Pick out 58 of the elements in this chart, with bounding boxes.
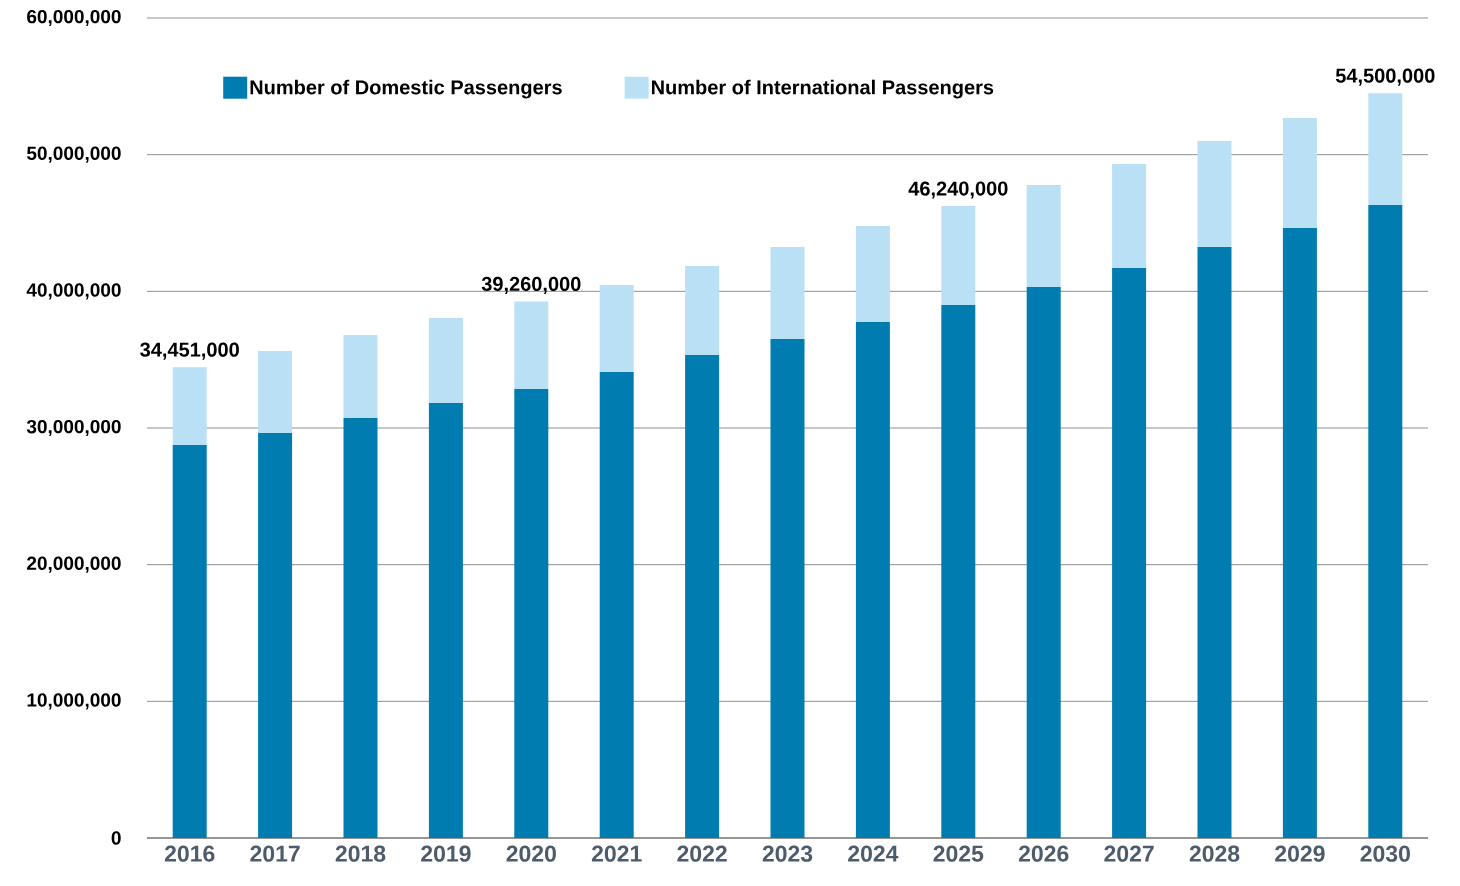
bar	[428, 402, 463, 838]
y-tick-label: 0	[111, 831, 121, 845]
bar	[343, 418, 378, 838]
bar	[685, 266, 720, 356]
x-tick-label: 2017	[250, 845, 300, 862]
bar	[941, 305, 976, 838]
bar	[1026, 185, 1061, 287]
bar	[770, 339, 805, 838]
legend-label: Number of International Passengers	[651, 79, 994, 99]
x-tick-label: 2016	[164, 845, 215, 862]
x-tick-label: 2022	[677, 845, 727, 862]
bar	[855, 321, 890, 838]
bar	[428, 317, 463, 403]
bar	[1368, 204, 1403, 838]
bar	[172, 367, 207, 445]
x-tick-label: 2018	[335, 845, 386, 862]
bar	[941, 206, 976, 305]
bar	[770, 247, 805, 340]
bar	[343, 335, 378, 419]
y-tick-label: 40,000,000	[26, 283, 121, 300]
x-tick-label: 2026	[1018, 845, 1069, 862]
bar	[258, 351, 293, 434]
bar	[514, 389, 549, 838]
x-tick-label: 2023	[762, 845, 813, 862]
legend-label: Number of Domestic Passengers	[250, 79, 562, 99]
x-tick-label: 2021	[591, 845, 642, 862]
y-tick-label: 30,000,000	[26, 419, 121, 437]
x-tick-label: 2024	[848, 845, 899, 862]
x-tick-label: 2028	[1189, 845, 1240, 862]
total-label: 46,240,000	[908, 181, 1008, 199]
total-label: 54,500,000	[1335, 68, 1435, 86]
x-tick-label: 2029	[1275, 845, 1325, 862]
bar	[258, 433, 293, 838]
x-tick-label: 2025	[933, 845, 984, 862]
bar	[1282, 228, 1317, 838]
bar	[1112, 163, 1147, 268]
bar	[855, 226, 890, 322]
x-tick-label: 2019	[421, 845, 471, 862]
y-tick-label: 20,000,000	[27, 556, 121, 573]
bar	[1026, 286, 1061, 838]
bar	[1368, 93, 1403, 205]
bar	[1197, 247, 1232, 838]
bar	[1112, 267, 1147, 838]
x-tick-label: 2027	[1104, 845, 1154, 862]
y-tick-label: 60,000,000	[27, 9, 121, 27]
total-label: 39,260,000	[481, 276, 581, 294]
y-tick-label: 10,000,000	[27, 693, 121, 710]
bar	[514, 301, 549, 390]
bar	[172, 444, 207, 838]
x-tick-label: 2030	[1360, 845, 1410, 862]
total-label: 34,451,000	[140, 342, 239, 360]
bar	[685, 355, 720, 838]
bar	[599, 371, 634, 838]
bar	[1282, 118, 1317, 229]
bar	[1197, 141, 1232, 248]
x-tick-label: 2020	[506, 845, 556, 862]
y-tick-label: 50,000,000	[26, 146, 121, 163]
bar	[599, 285, 634, 372]
